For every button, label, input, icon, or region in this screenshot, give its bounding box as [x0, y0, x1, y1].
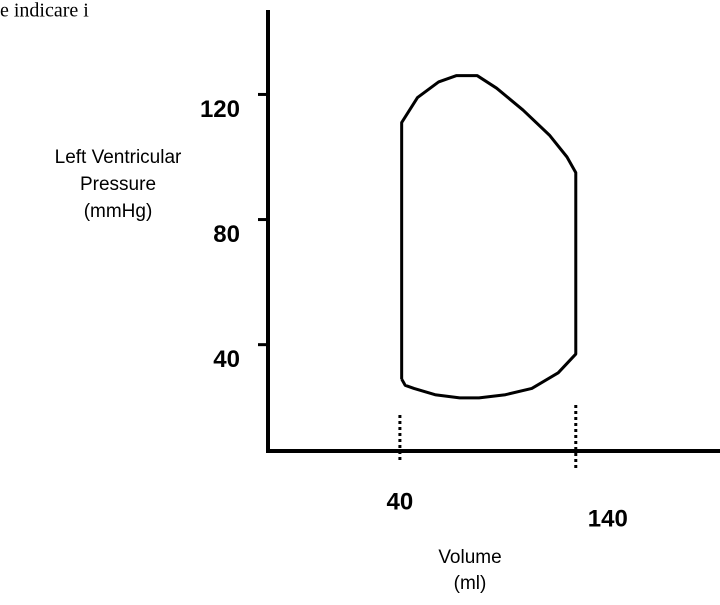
- pv-loop: [400, 74, 578, 400]
- x-axis-label: Volume: [438, 547, 501, 568]
- x-tick-label: 40: [387, 488, 414, 515]
- y-axis-label: Pressure: [80, 174, 156, 195]
- y-tick-label: 40: [213, 346, 240, 373]
- corner-text: e indicare i: [0, 0, 89, 22]
- x-tick-label: 140: [588, 505, 628, 532]
- y-tick-label: 120: [200, 96, 240, 123]
- y-axis-label: (mmHg): [84, 201, 153, 222]
- x-axis-label: (ml): [454, 573, 487, 594]
- y-axis-label: Left Ventricular: [55, 147, 182, 168]
- y-tick-label: 80: [213, 221, 240, 248]
